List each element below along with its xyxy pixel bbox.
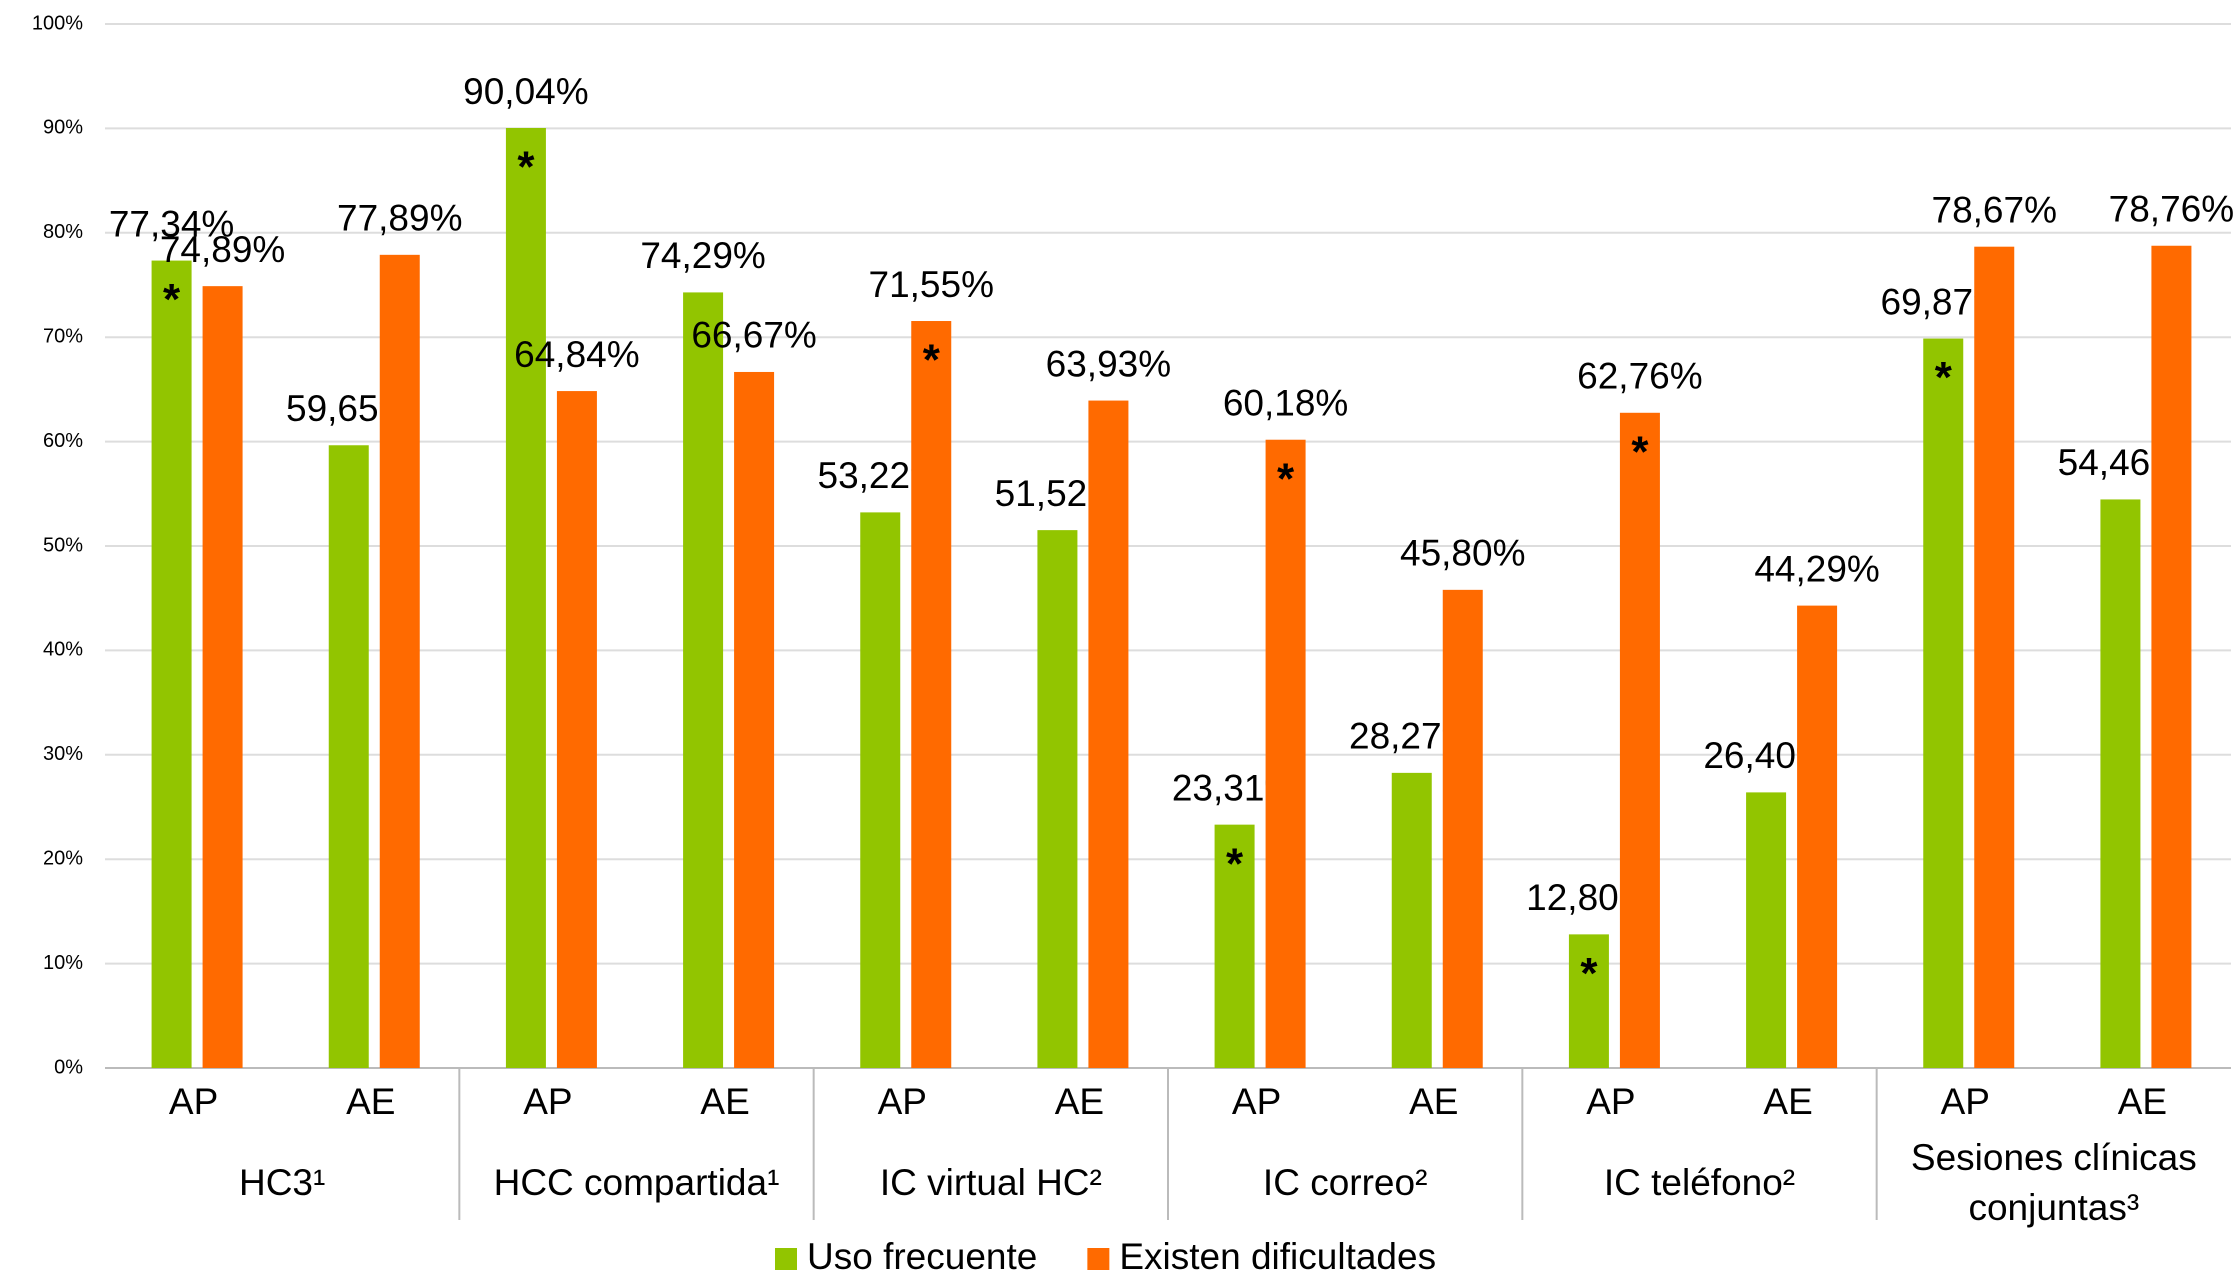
significance-marker: * <box>1277 454 1295 503</box>
bar <box>911 321 952 1068</box>
group-label: IC correo² <box>1263 1162 1427 1203</box>
bar <box>2151 245 2192 1068</box>
x-tick-label: AE <box>700 1081 749 1122</box>
y-tick-label: 60% <box>43 430 83 452</box>
y-tick-label: 30% <box>43 743 83 765</box>
bar <box>1923 338 1964 1068</box>
x-tick-label: AP <box>878 1081 927 1122</box>
y-tick-label: 20% <box>43 847 83 869</box>
bar <box>734 371 775 1068</box>
bar <box>1391 772 1432 1068</box>
value-label: 62,76% <box>1577 356 1703 397</box>
bar <box>379 254 420 1069</box>
significance-marker: * <box>1580 949 1598 998</box>
x-tick-label: AE <box>1763 1081 1812 1122</box>
value-label: 74,89% <box>160 229 286 270</box>
y-tick-label: 80% <box>43 221 83 243</box>
x-tick-label: AE <box>2118 1081 2167 1122</box>
bar <box>1797 605 1838 1068</box>
group-label: IC teléfono² <box>1604 1162 1795 1203</box>
x-tick-label: AP <box>169 1081 218 1122</box>
significance-marker: * <box>923 336 941 385</box>
group-label: conjuntas³ <box>1968 1187 2139 1228</box>
value-label: 77,89% <box>337 198 463 239</box>
value-label: 78,67% <box>1932 189 2058 230</box>
bar <box>202 286 243 1068</box>
bar <box>1442 589 1483 1068</box>
legend-label: Uso frecuente <box>807 1236 1037 1273</box>
group-label: IC virtual HC² <box>880 1162 1102 1203</box>
x-tick-label: AE <box>346 1081 395 1122</box>
bar <box>1265 439 1306 1068</box>
group-label: HC3¹ <box>239 1162 325 1203</box>
bar <box>2100 499 2141 1068</box>
y-tick-label: 10% <box>43 952 83 974</box>
bar <box>1746 792 1787 1068</box>
bar <box>556 391 597 1068</box>
significance-marker: * <box>1935 353 1953 402</box>
bar <box>151 260 192 1068</box>
x-tick-label: AE <box>1055 1081 1104 1122</box>
value-label: 63,93% <box>1046 343 1172 384</box>
value-label: 64,84% <box>514 334 640 375</box>
legend-swatch <box>775 1248 797 1270</box>
value-label: 77,34% <box>109 203 235 244</box>
x-tick-label: AE <box>1409 1081 1458 1122</box>
y-tick-label: 40% <box>43 639 83 661</box>
value-label: 44,29% <box>1754 548 1880 589</box>
bar <box>1619 412 1660 1068</box>
bar <box>860 512 901 1068</box>
bar <box>1214 824 1255 1068</box>
bar <box>1568 934 1609 1068</box>
bar <box>1088 400 1129 1068</box>
x-tick-label: AP <box>1941 1081 1990 1122</box>
value-label: 90,04% <box>463 71 589 112</box>
x-tick-label: AP <box>523 1081 572 1122</box>
value-label: 45,80% <box>1400 533 1526 574</box>
y-tick-label: 0% <box>54 1056 83 1078</box>
group-label: Sesiones clínicas <box>1911 1137 2197 1178</box>
bar <box>1974 246 2015 1069</box>
group-label: HCC compartida¹ <box>494 1162 780 1203</box>
y-tick-label: 70% <box>43 325 83 347</box>
legend-swatch <box>1087 1248 1110 1270</box>
bar <box>328 445 369 1068</box>
value-label: 78,76% <box>2109 189 2235 230</box>
value-label: 66,67% <box>691 315 817 356</box>
x-tick-label: AP <box>1232 1081 1281 1122</box>
y-tick-label: 100% <box>32 12 83 34</box>
legend-label: Existen dificultades <box>1119 1236 1436 1273</box>
significance-marker: * <box>163 275 181 324</box>
bar <box>1037 530 1078 1068</box>
value-label: 71,55% <box>869 264 995 305</box>
bar <box>505 127 546 1068</box>
bar <box>683 292 724 1068</box>
x-tick-label: AP <box>1586 1081 1635 1122</box>
significance-marker: * <box>517 143 535 192</box>
significance-marker: * <box>1226 839 1244 888</box>
significance-marker: * <box>1631 427 1649 476</box>
value-label: 60,18% <box>1223 383 1349 424</box>
y-tick-label: 50% <box>43 534 83 556</box>
value-label: 74,29% <box>640 235 766 276</box>
y-tick-label: 90% <box>43 117 83 139</box>
